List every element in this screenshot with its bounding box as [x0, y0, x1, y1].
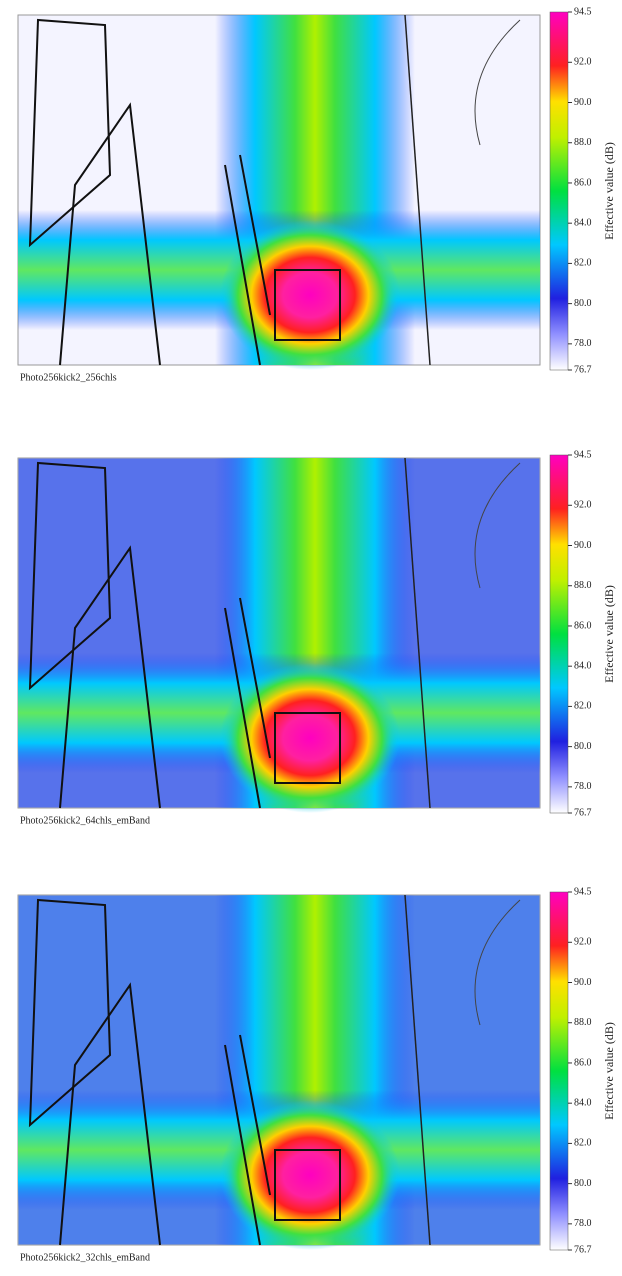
colorbar-tick-label: 92.0	[574, 57, 592, 68]
colorbar-tick-label: 82.0	[574, 701, 592, 712]
colorbar	[550, 12, 568, 370]
colorbar-tick-label: 94.5	[574, 886, 592, 897]
colorbar-tick-label: 84.0	[574, 660, 592, 671]
colorbar-tick-label: 84.0	[574, 217, 592, 228]
colorbar-tick-label: 84.0	[574, 1097, 592, 1108]
colorbar	[550, 455, 568, 813]
colorbar-tick-label: 90.0	[574, 540, 592, 551]
panel: 94.5 92.0 90.0 88.0 86.0 84.0 82.0 80.0 78.0 76.7…	[18, 6, 616, 383]
colorbar-tick-label: 90.0	[574, 977, 592, 988]
colorbar-tick-label: 82.0	[574, 1138, 592, 1149]
colorbar-tick-label: 80.0	[574, 298, 592, 309]
colorbar-tick-label: 92.0	[574, 500, 592, 511]
caption: Photo256kick2_32chls_emBand	[20, 1252, 150, 1263]
colorbar-tick-label: 86.0	[574, 620, 592, 631]
caption: Photo256kick2_256chls	[20, 372, 117, 383]
colorbar-tick-label: 78.0	[574, 781, 592, 792]
figure: 94.5 92.0 90.0 88.0 86.0 84.0 82.0 80.0 78.0 76.7…	[0, 0, 622, 1271]
colorbar-tick-label: 88.0	[574, 580, 592, 591]
colorbar-tick-label: 76.7	[574, 807, 592, 818]
colorbar-tick-label: 76.7	[574, 364, 592, 375]
panel: 94.5 92.0 90.0 88.0 86.0 84.0 82.0 80.0 78.0 76.7…	[18, 449, 616, 826]
colorbar-tick-label: 92.0	[574, 937, 592, 948]
colorbar-tick-label: 94.5	[574, 6, 592, 17]
colorbar-tick-label: 86.0	[574, 1057, 592, 1068]
colorbar-label: Effective value (dB)	[602, 1022, 616, 1120]
colorbar	[550, 892, 568, 1250]
colorbar-tick-label: 88.0	[574, 137, 592, 148]
colorbar-tick-label: 78.0	[574, 1218, 592, 1229]
colorbar-tick-label: 80.0	[574, 1178, 592, 1189]
colorbar-tick-label: 90.0	[574, 97, 592, 108]
colorbar-tick-label: 78.0	[574, 338, 592, 349]
colorbar-tick-label: 94.5	[574, 449, 592, 460]
colorbar-tick-label: 76.7	[574, 1244, 592, 1255]
colorbar-label: Effective value (dB)	[602, 585, 616, 683]
caption: Photo256kick2_64chls_emBand	[20, 815, 150, 826]
colorbar-tick-label: 88.0	[574, 1017, 592, 1028]
colorbar-tick-label: 82.0	[574, 258, 592, 269]
panel: 94.5 92.0 90.0 88.0 86.0 84.0 82.0 80.0 78.0 76.7…	[18, 886, 616, 1263]
colorbar-tick-label: 80.0	[574, 741, 592, 752]
colorbar-label: Effective value (dB)	[602, 142, 616, 240]
colorbar-tick-label: 86.0	[574, 177, 592, 188]
